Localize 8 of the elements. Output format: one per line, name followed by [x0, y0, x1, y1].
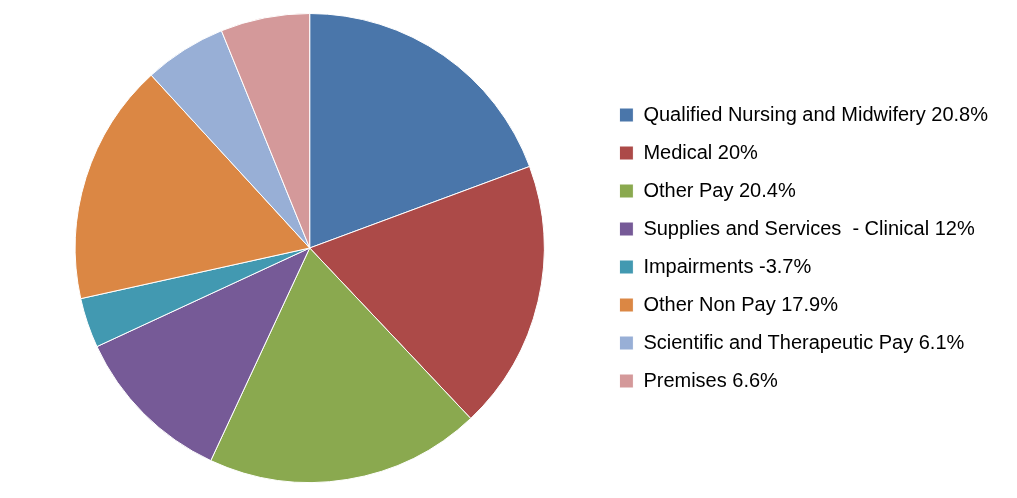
legend-label: Qualified Nursing and Midwifery 20.8%: [643, 102, 989, 125]
legend-label: Premises 6.6%: [643, 368, 779, 391]
legend-label: Supplies and Services - Clinical 12%: [643, 216, 975, 239]
legend-label: Other Pay 20.4%: [643, 178, 796, 201]
legend-label: Medical 20%: [643, 140, 759, 163]
legend-label: Other Non Pay 17.9%: [643, 292, 839, 315]
legend-label: Scientific and Therapeutic Pay 6.1%: [643, 330, 965, 353]
legend-label: Impairments -3.7%: [643, 254, 812, 277]
